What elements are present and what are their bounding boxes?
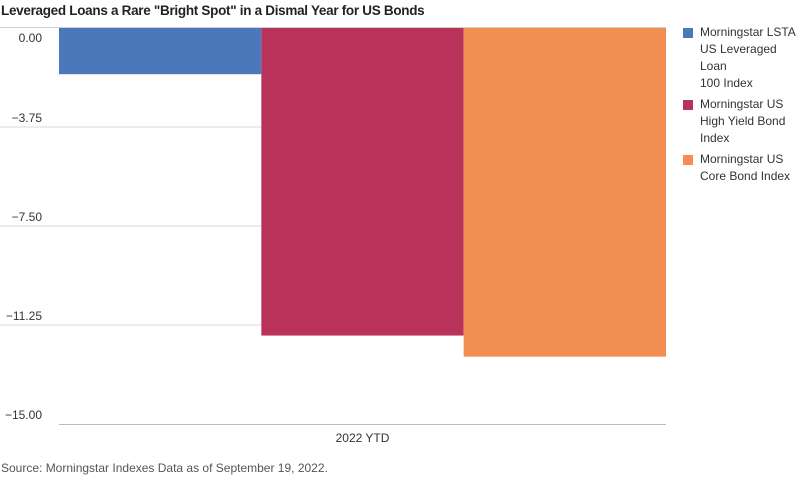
legend-swatch [683, 100, 693, 110]
legend-label: Morningstar US Core Bond Index [700, 152, 791, 183]
axes: 0.00 −3.75 −7.50 −11.25 −15.00 2022 YTD [5, 31, 666, 445]
y-tick-label: −3.75 [12, 111, 43, 125]
legend-item: Morningstar US High Yield Bond Index [683, 96, 800, 147]
legend-swatch [683, 155, 693, 165]
chart-title: Leveraged Loans a Rare "Bright Spot" in … [1, 3, 425, 18]
legend: Morningstar LSTA US Leveraged Loan 100 Ind… [683, 24, 800, 189]
legend-swatch [683, 28, 693, 38]
bar [261, 28, 464, 336]
source-note: Source: Morningstar Indexes Data as of S… [1, 461, 328, 475]
legend-item: Morningstar US Core Bond Index [683, 151, 800, 185]
bars [59, 28, 666, 357]
x-category-label: 2022 YTD [336, 431, 390, 445]
legend-item: Morningstar LSTA US Leveraged Loan 100 Ind… [683, 24, 800, 92]
y-tick-label: −11.25 [6, 309, 42, 323]
bar [463, 28, 666, 357]
y-tick-label: −15.00 [5, 408, 42, 422]
legend-label: Morningstar US High Yield Bond Index [700, 97, 786, 145]
y-tick-label: −7.50 [12, 210, 43, 224]
bar [59, 28, 262, 75]
legend-label: Morningstar LSTA US Leveraged Loan 100 Ind… [700, 25, 796, 90]
y-tick-label: 0.00 [19, 31, 43, 45]
